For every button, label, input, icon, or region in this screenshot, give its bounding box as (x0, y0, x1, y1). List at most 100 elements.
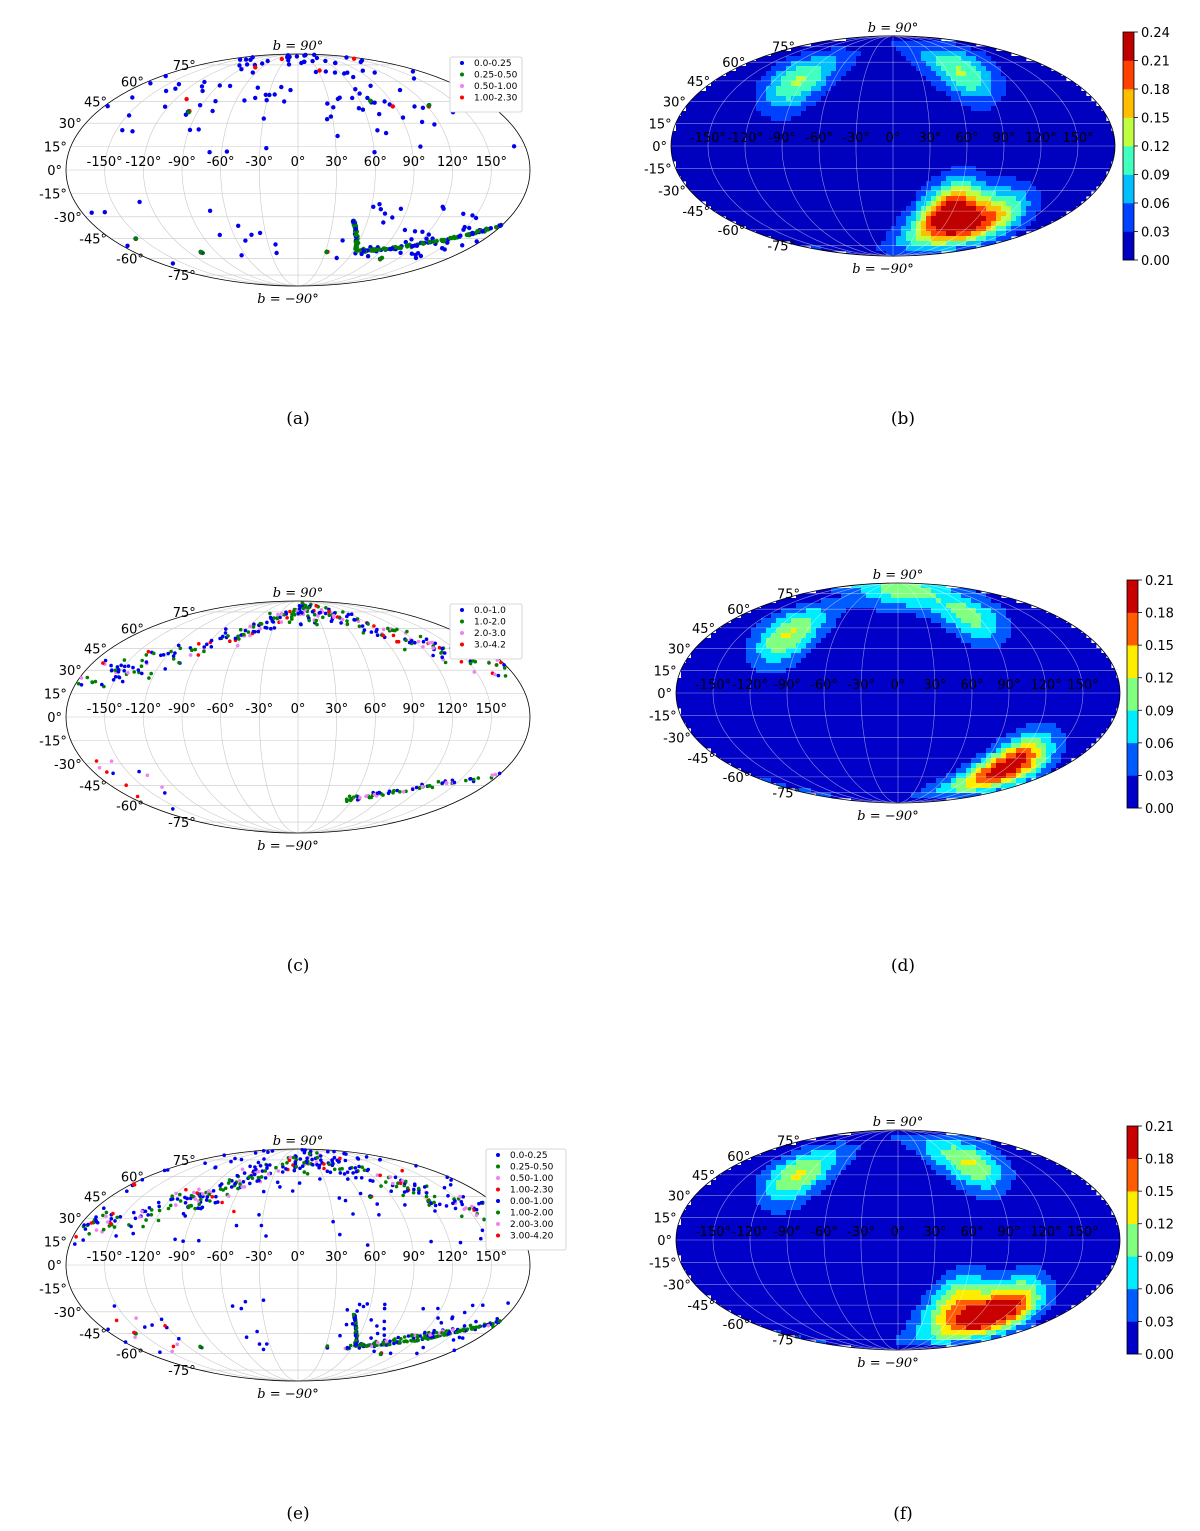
density-cell (1061, 96, 1067, 102)
density-cell (1086, 96, 1092, 102)
density-cell (711, 643, 717, 649)
density-cell (1011, 81, 1017, 87)
density-cell (901, 51, 907, 57)
lon-tick-label: 30° (325, 155, 348, 170)
density-cell (941, 41, 947, 47)
density-cell (801, 146, 807, 152)
density-cell (846, 86, 852, 92)
density-cell (776, 66, 782, 72)
density-cell (706, 191, 712, 197)
density-cell (866, 56, 872, 62)
north-pole-label: b = 90° (273, 39, 324, 54)
scatter-point (132, 670, 136, 674)
density-cell (741, 638, 747, 644)
density-cell (921, 146, 927, 152)
density-cell (1101, 126, 1107, 132)
meridian-line (297, 600, 376, 834)
density-cell (1006, 643, 1012, 649)
scatter-point (251, 625, 256, 629)
scatter-point (432, 122, 437, 127)
density-cell (1021, 201, 1027, 207)
density-cell (841, 131, 847, 137)
scatter-point (166, 651, 170, 656)
density-cell (996, 628, 1002, 634)
density-cell (891, 56, 897, 62)
density-cell (796, 111, 802, 117)
density-cell (841, 653, 847, 659)
density-cell (791, 613, 797, 619)
density-cell (1041, 186, 1047, 192)
density-cell (791, 46, 797, 52)
density-cell (866, 41, 872, 47)
density-cell (816, 111, 822, 117)
density-cell (956, 101, 962, 107)
density-cell (1036, 653, 1042, 659)
density-cell (781, 643, 787, 649)
density-cell (811, 216, 817, 222)
density-cell (976, 623, 982, 629)
scatter-point (248, 633, 252, 638)
density-cell (1086, 181, 1092, 187)
density-cell (1036, 216, 1042, 222)
density-cell (756, 81, 762, 87)
density-cell (1011, 141, 1017, 147)
density-cell (821, 171, 827, 177)
density-cell (911, 221, 917, 227)
density-cell (736, 136, 742, 142)
density-cell (726, 191, 732, 197)
density-cell (731, 71, 737, 77)
density-cell (806, 603, 812, 609)
density-cell (1056, 648, 1062, 654)
density-cell (1051, 186, 1057, 192)
density-cell (841, 101, 847, 107)
density-cell (991, 76, 997, 82)
density-cell (836, 216, 842, 222)
density-cell (971, 221, 977, 227)
map-outline (65, 53, 531, 287)
density-cell (676, 146, 682, 152)
density-cell (686, 171, 692, 177)
density-cell (711, 141, 717, 147)
density-cell (861, 236, 867, 242)
density-cell (811, 141, 817, 147)
density-cell (966, 101, 972, 107)
density-cell (991, 206, 997, 212)
density-cell (691, 116, 697, 122)
density-cell (756, 106, 762, 112)
density-cell (826, 136, 832, 142)
density-cell (916, 86, 922, 92)
density-cell (801, 106, 807, 112)
scatter-point (122, 658, 127, 662)
density-cell (906, 216, 912, 222)
density-cell (1041, 146, 1047, 152)
density-cell (1001, 648, 1007, 654)
density-cell (946, 598, 952, 604)
scatter-point (162, 104, 168, 109)
density-cell (911, 613, 917, 619)
density-cell (821, 216, 827, 222)
density-cell (976, 66, 982, 72)
density-cell (961, 628, 967, 634)
density-cell (746, 161, 752, 167)
density-cell (956, 126, 962, 132)
density-cell (691, 181, 697, 187)
density-cell (836, 51, 842, 57)
density-cell (871, 171, 877, 177)
density-cell (901, 196, 907, 202)
density-cell (861, 126, 867, 132)
density-cell (951, 246, 957, 252)
density-cell (831, 231, 837, 237)
density-cell (801, 653, 807, 659)
panel-b-density-map: 75°60°45°30°15°0°-15°-30°-45°-60°-75°-15… (644, 21, 1170, 429)
density-cell (1021, 101, 1027, 107)
density-cell (766, 633, 772, 639)
density-cell (786, 638, 792, 644)
density-cell (931, 136, 937, 142)
density-cell (756, 71, 762, 77)
density-cell (876, 623, 882, 629)
density-cell (961, 91, 967, 97)
density-cell (911, 156, 917, 162)
density-cell (776, 111, 782, 117)
scatter-point (260, 61, 265, 66)
density-cell (951, 96, 957, 102)
